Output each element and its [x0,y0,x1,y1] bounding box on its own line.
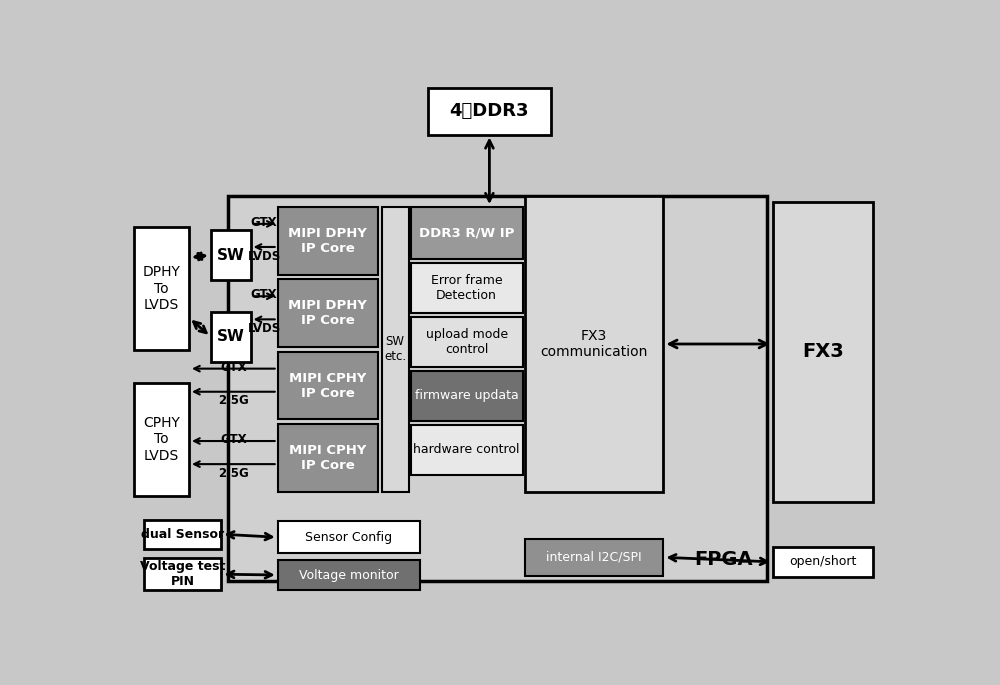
Text: MIPI DPHY
IP Core: MIPI DPHY IP Core [288,299,367,327]
Text: Voltage test
PIN: Voltage test PIN [140,560,226,588]
Text: FX3
communication: FX3 communication [540,329,648,359]
Bar [211,312,251,362]
Text: 2.5G: 2.5G [218,395,249,408]
Bar [773,201,873,502]
Text: GTX: GTX [251,288,277,301]
Text: DPHY
To
LVDS: DPHY To LVDS [142,265,180,312]
Bar [411,207,523,260]
Text: SW
etc.: SW etc. [384,336,406,363]
Bar [144,558,221,590]
Text: internal I2C/SPI: internal I2C/SPI [546,551,642,564]
Bar [228,196,767,581]
Text: Sensor Config: Sensor Config [305,531,392,544]
Bar [134,382,189,497]
Bar [411,425,523,475]
Bar [278,424,378,492]
Bar [428,88,551,134]
Bar [525,539,663,576]
Bar [525,196,663,492]
Text: CPHY
To
LVDS: CPHY To LVDS [143,416,180,462]
Bar [278,521,420,553]
Text: SW: SW [217,247,245,262]
Text: LVDS: LVDS [248,250,281,263]
Text: 4片DDR3: 4片DDR3 [450,103,529,121]
Text: FPGA: FPGA [694,550,753,569]
Text: SW: SW [217,329,245,344]
Bar [278,279,378,347]
Text: GTX: GTX [220,360,247,373]
Text: GTX: GTX [251,216,277,229]
Bar [773,547,873,577]
Bar [411,371,523,421]
Bar [278,351,378,419]
Bar [278,560,420,590]
Text: DDR3 R/W IP: DDR3 R/W IP [419,227,514,240]
Bar [382,207,409,492]
Text: Error frame
Detection: Error frame Detection [431,274,502,302]
Text: firmware updata: firmware updata [415,390,519,403]
Bar [411,317,523,367]
Text: MIPI DPHY
IP Core: MIPI DPHY IP Core [288,227,367,255]
Text: 2.5G: 2.5G [218,467,249,480]
Text: FX3: FX3 [802,342,844,361]
Bar [134,227,189,350]
Text: MIPI CPHY
IP Core: MIPI CPHY IP Core [289,371,366,399]
Text: LVDS: LVDS [248,322,281,335]
Text: hardware control: hardware control [413,443,520,456]
Text: upload mode
control: upload mode control [426,328,508,356]
Bar [411,263,523,313]
Bar [211,230,251,280]
Text: Voltage monitor: Voltage monitor [299,569,399,582]
Text: dual Sensor: dual Sensor [141,527,225,540]
Text: open/short: open/short [789,556,856,569]
Text: MIPI CPHY
IP Core: MIPI CPHY IP Core [289,444,366,472]
Text: GTX: GTX [220,433,247,446]
Bar [278,207,378,275]
Bar [144,519,221,549]
